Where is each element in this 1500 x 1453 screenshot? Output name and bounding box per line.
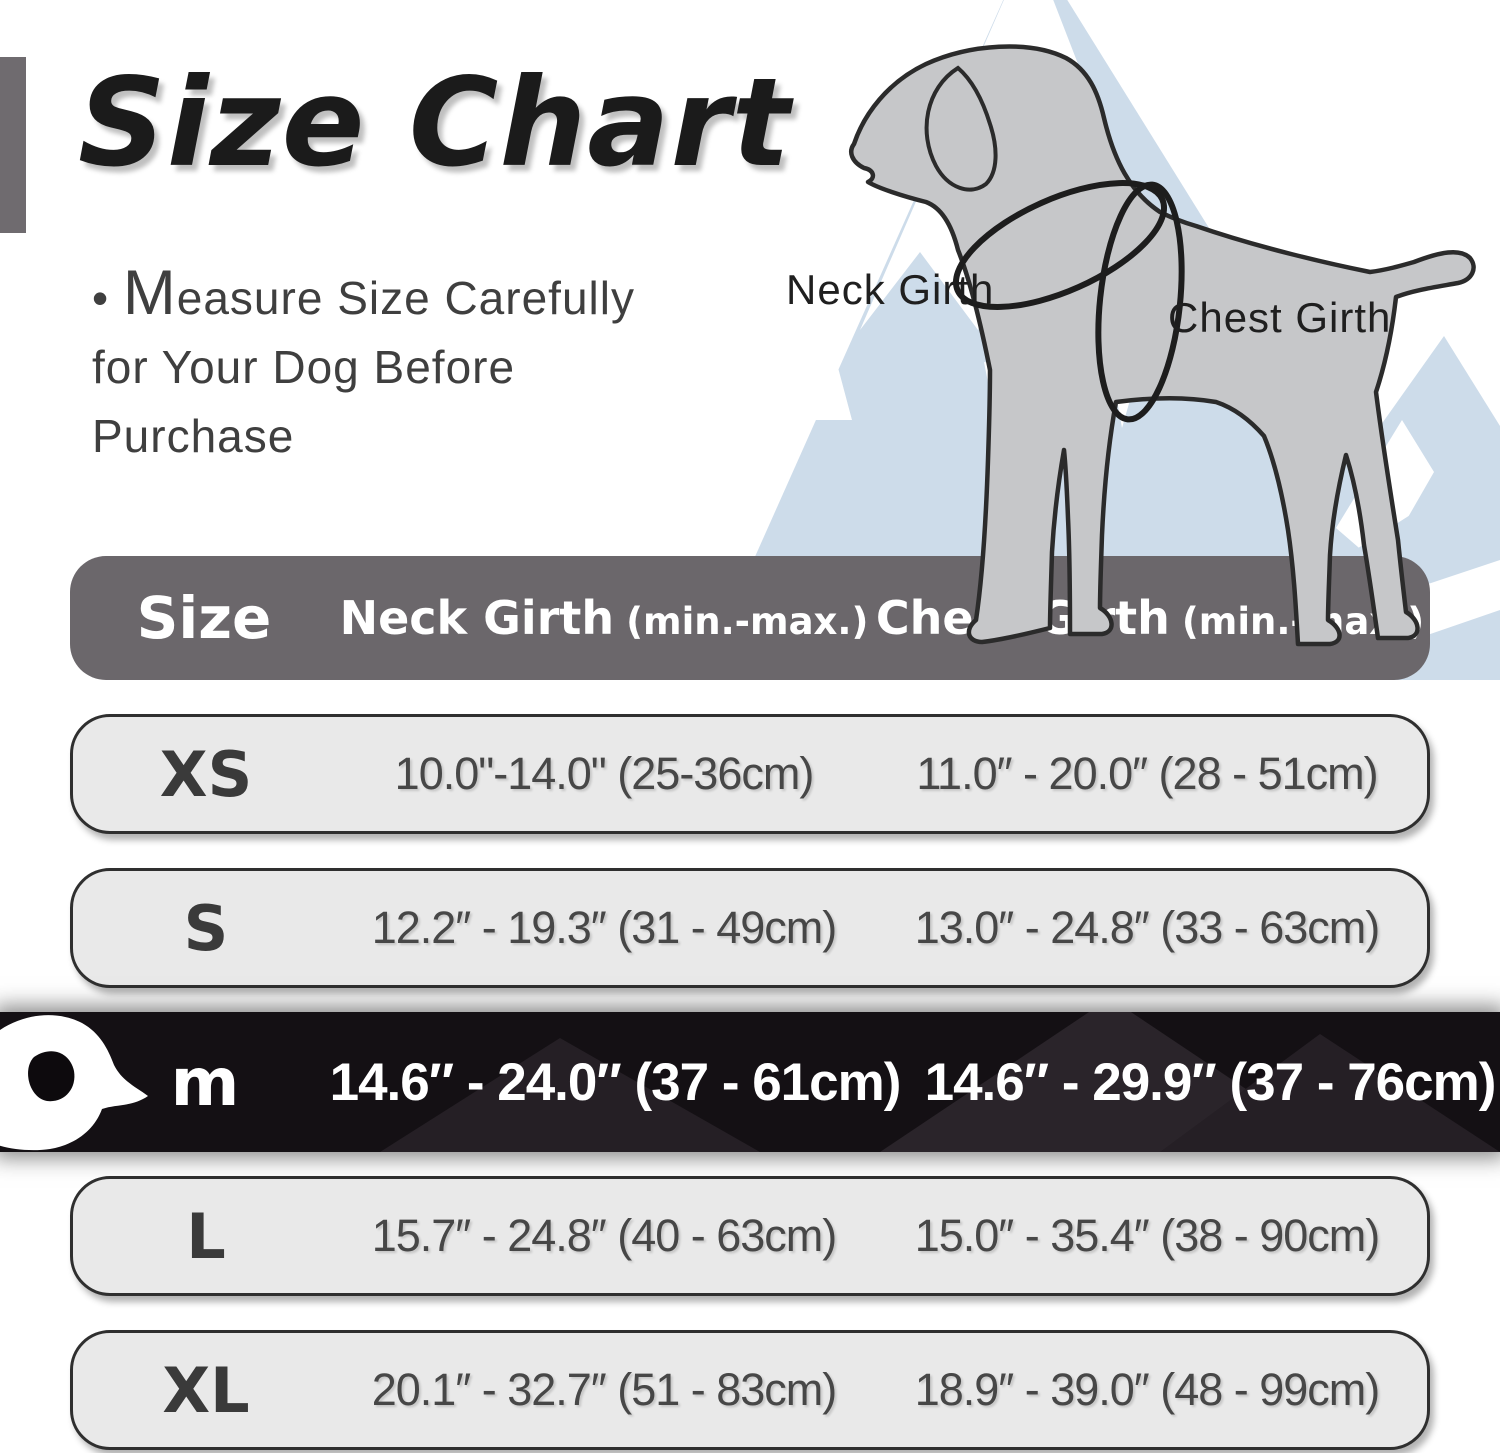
size-row-s: S 12.2″ - 19.3″ (31 - 49cm) 13.0″ - 24.8… — [70, 868, 1430, 988]
header-neck-girth-range: (min.-max.) — [626, 600, 869, 643]
size-row-xs: XS 10.0"-14.0" (25-36cm) 11.0″ - 20.0″ (… — [70, 714, 1430, 834]
neck-girth-label: Neck Girth — [786, 266, 995, 313]
neck-girth-loop — [952, 180, 1168, 310]
measure-note: • Measure Size Carefully for Your Dog Be… — [92, 261, 692, 471]
band-mountain-pattern — [380, 1012, 1500, 1152]
size-label: XL — [162, 1353, 250, 1427]
chest-girth-value: 11.0″ - 20.0″ (28 - 51cm) — [916, 748, 1378, 799]
page-title: Size Chart — [78, 52, 792, 194]
header-neck-girth-text: Neck Girth — [339, 591, 615, 645]
neck-girth-value: 14.6″ - 24.0″ (37 - 61cm) — [329, 1052, 902, 1112]
left-accent-bar — [0, 57, 26, 233]
dog-ear — [924, 65, 998, 192]
bullet-marker: • — [92, 272, 123, 324]
size-label: S — [183, 891, 229, 965]
size-row-xl: XL 20.1″ - 32.7″ (51 - 83cm) 18.9″ - 39.… — [70, 1330, 1430, 1450]
chest-girth-value: 14.6″ - 29.9″ (37 - 76cm) — [924, 1052, 1497, 1112]
dog-head-icon — [0, 1015, 148, 1151]
chest-girth-label: Chest Girth — [1168, 294, 1392, 341]
chest-girth-value: 13.0″ - 24.8″ (33 - 63cm) — [914, 902, 1381, 953]
header-size: Size — [136, 584, 272, 652]
size-row-m-highlighted: m 14.6″ - 24.0″ (37 - 61cm) 14.6″ - 29.9… — [0, 1012, 1500, 1152]
size-label: L — [186, 1199, 226, 1273]
header-neck-girth: Neck Girth (min.-max.) — [338, 591, 870, 645]
note-lead-letter: M — [122, 258, 177, 328]
size-label: m — [170, 1043, 240, 1121]
size-label: XS — [159, 737, 253, 811]
chest-girth-value: 15.0″ - 35.4″ (38 - 90cm) — [914, 1210, 1381, 1261]
chest-girth-loop — [1095, 181, 1185, 423]
neck-girth-value: 20.1″ - 32.7″ (51 - 83cm) — [371, 1364, 838, 1415]
note-text: easure Size Carefully for Your Dog Befor… — [92, 272, 635, 462]
neck-girth-value: 10.0"-14.0" (25-36cm) — [394, 748, 815, 799]
dog-illustration — [849, 44, 1476, 647]
size-row-l: L 15.7″ - 24.8″ (40 - 63cm) 15.0″ - 35.4… — [70, 1176, 1430, 1296]
dog-body — [849, 44, 1476, 647]
neck-girth-value: 12.2″ - 19.3″ (31 - 49cm) — [371, 902, 838, 953]
chest-girth-value: 18.9″ - 39.0″ (48 - 99cm) — [914, 1364, 1381, 1415]
neck-girth-value: 15.7″ - 24.8″ (40 - 63cm) — [371, 1210, 838, 1261]
